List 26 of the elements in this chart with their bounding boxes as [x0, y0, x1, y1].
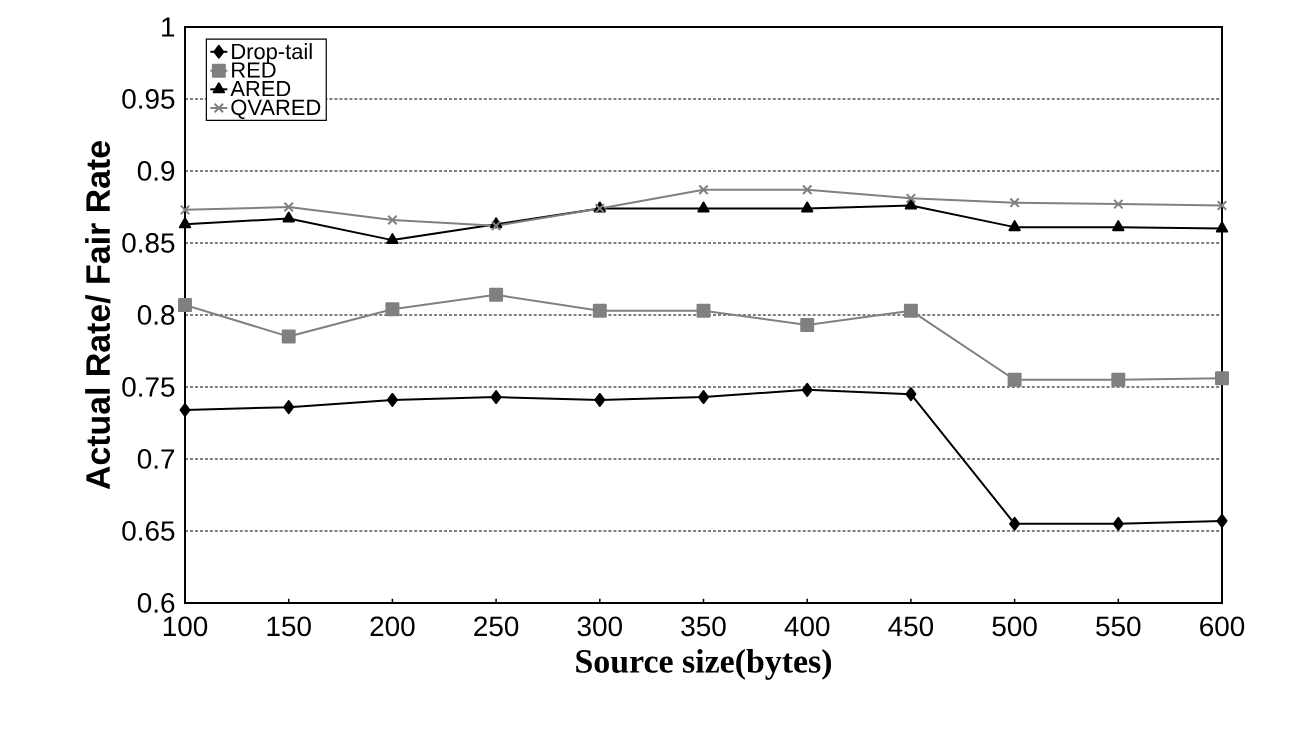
- legend-label: RED: [232, 62, 276, 78]
- y-tick-label: 0.95: [122, 89, 175, 109]
- x-tick-label: 500: [992, 616, 1037, 637]
- legend-label: QVARED: [231, 99, 321, 120]
- x-tick-label: 350: [681, 616, 726, 637]
- x-tick-label: 200: [370, 616, 415, 637]
- y-tick-label: 0.7: [137, 449, 175, 469]
- y-tick-label: 0.85: [122, 233, 175, 253]
- x-tick-label: 600: [1200, 616, 1245, 637]
- y-tick-label: 0.75: [122, 377, 175, 397]
- legend-label: Drop-tail: [232, 43, 312, 64]
- x-tick-label: 150: [267, 616, 311, 637]
- y-tick-label: 1: [162, 17, 175, 37]
- y-tick-label: 0.65: [122, 521, 175, 541]
- x-tick-label: 400: [784, 616, 830, 637]
- x-tick-label: 550: [1096, 616, 1141, 637]
- x-tick-label: 450: [888, 616, 934, 637]
- x-axis-title: Source size(bytes): [576, 649, 832, 680]
- y-axis-title: Actual Rate/ Fair Rate: [85, 141, 111, 490]
- y-tick-label: 0.6: [137, 593, 175, 613]
- y-tick-label: 0.9: [137, 161, 175, 181]
- x-tick-label: 300: [577, 616, 622, 637]
- y-tick-label: 0.8: [137, 305, 175, 325]
- x-tick-label: 250: [474, 616, 519, 637]
- x-tick-label: 100: [163, 616, 208, 637]
- legend-label: ARED: [230, 81, 291, 97]
